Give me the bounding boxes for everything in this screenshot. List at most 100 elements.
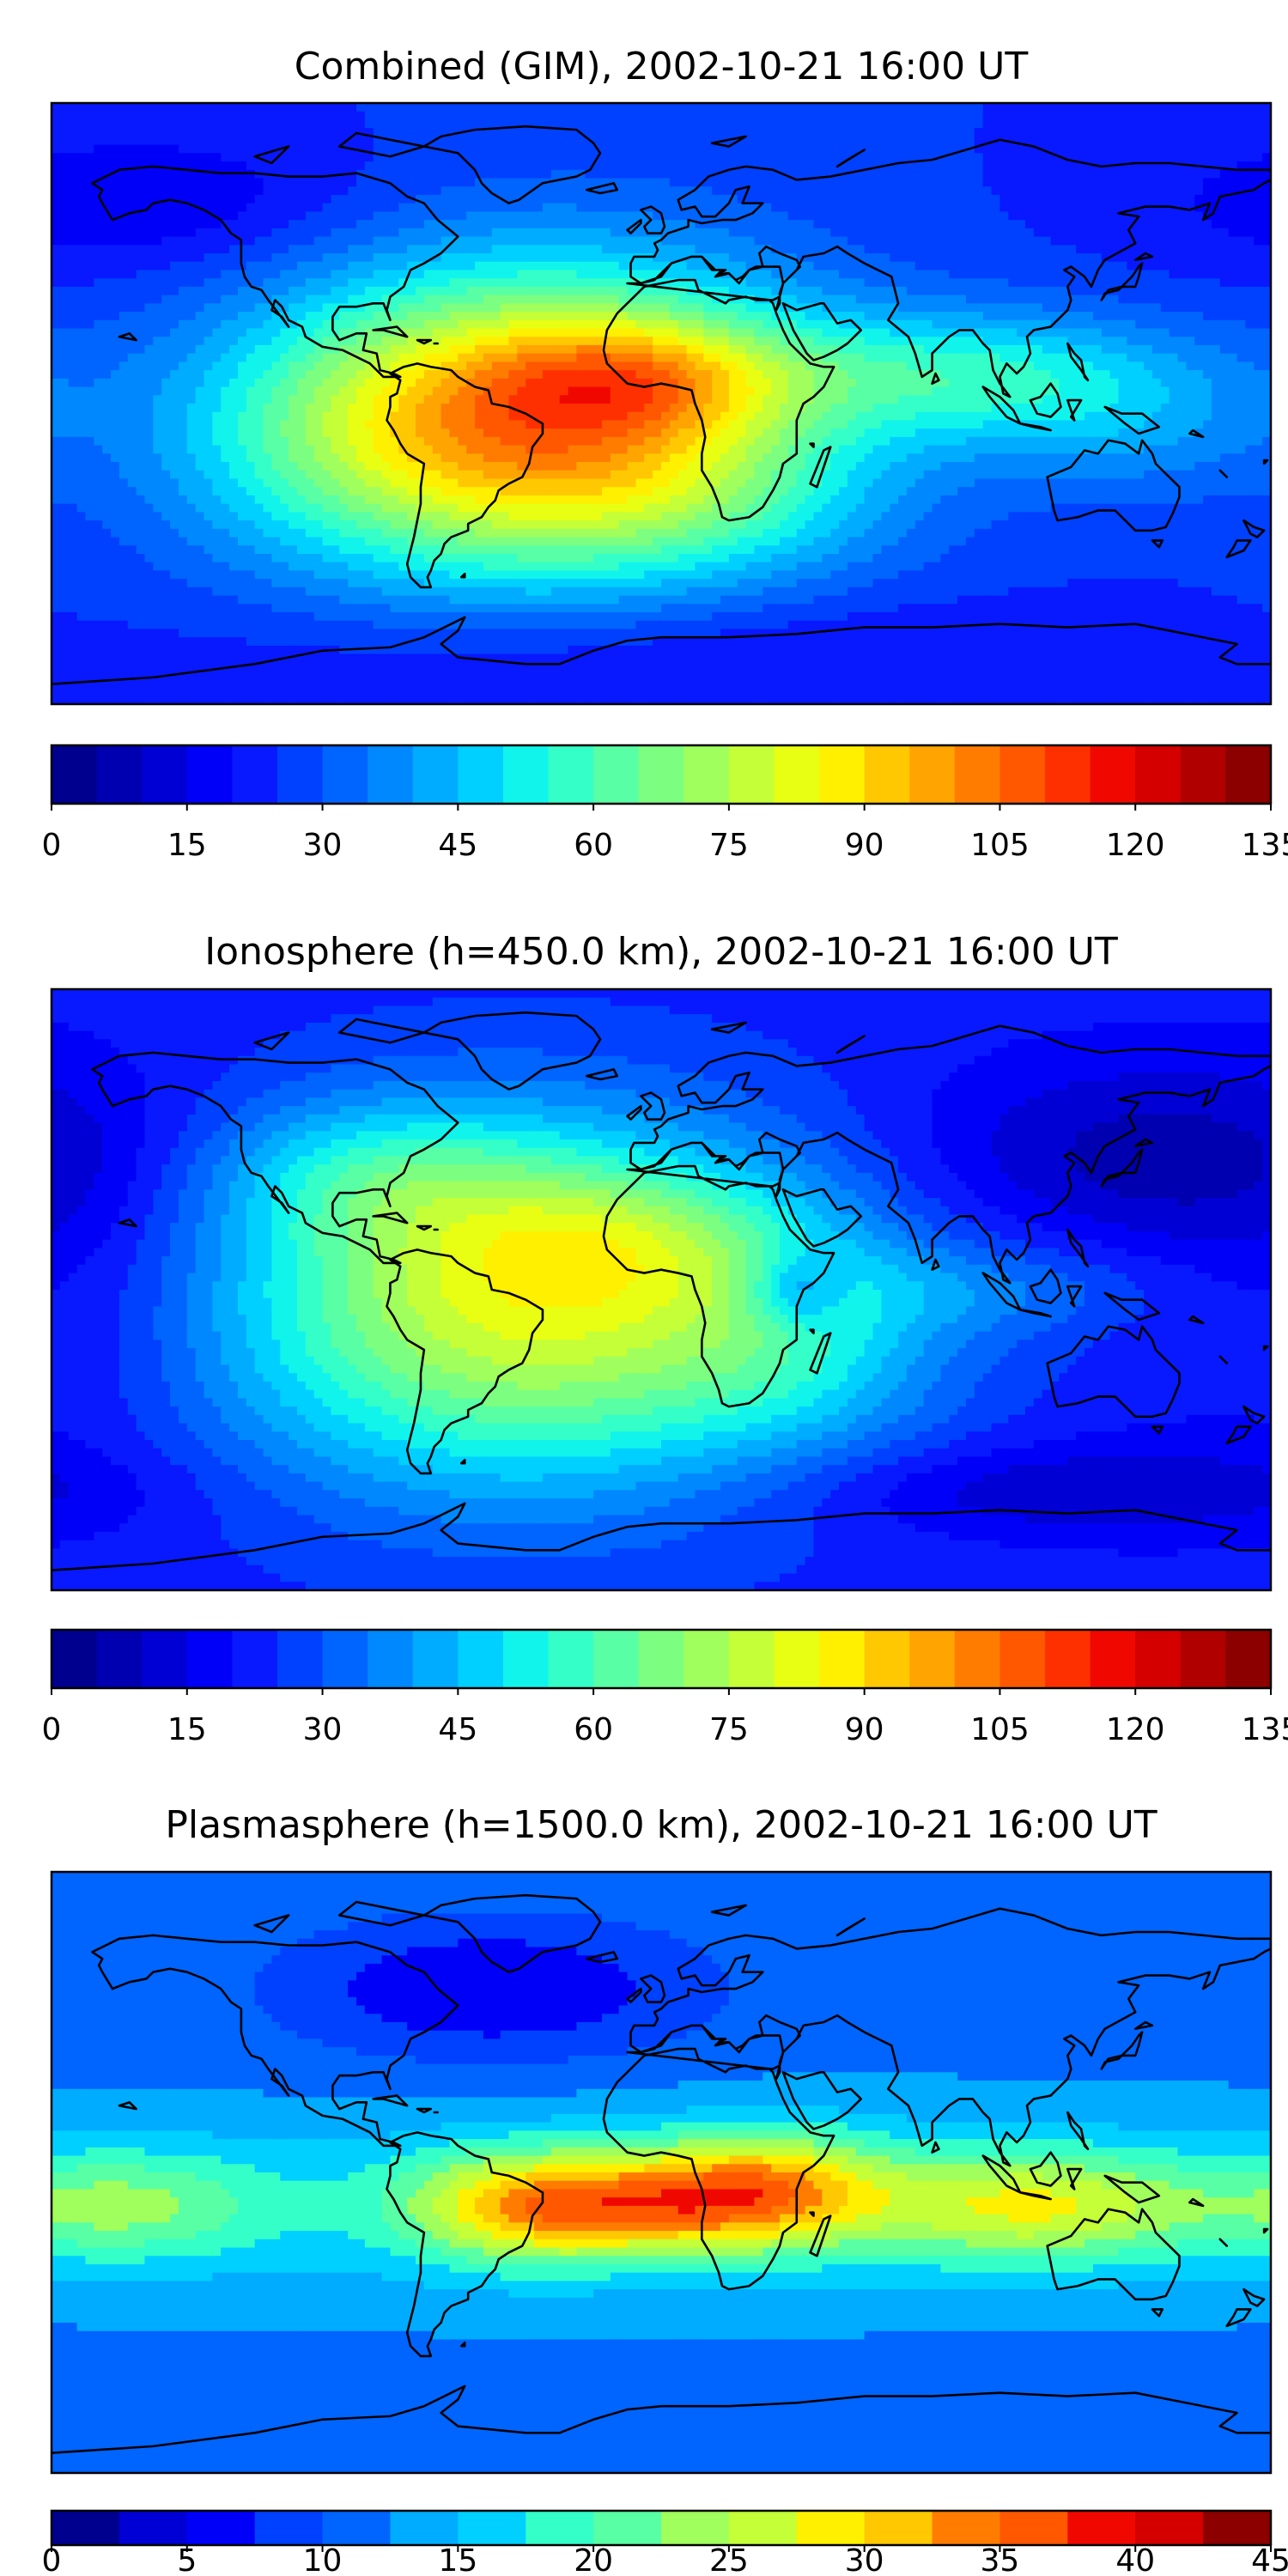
heatmap-cell xyxy=(204,337,213,346)
heatmap-cell xyxy=(483,220,493,229)
heatmap-cell xyxy=(440,361,451,371)
heatmap-cell xyxy=(153,370,162,380)
heatmap-cell xyxy=(68,203,78,212)
heatmap-cell xyxy=(1127,103,1136,112)
heatmap-cell xyxy=(1033,119,1043,129)
heatmap-cell xyxy=(568,370,577,380)
heatmap-cell xyxy=(1101,169,1111,179)
heatmap-cell xyxy=(940,270,950,279)
heatmap-cell xyxy=(1025,136,1035,146)
heatmap-cell xyxy=(313,278,324,288)
heatmap-cell xyxy=(1109,169,1120,179)
heatmap-cell xyxy=(669,261,679,271)
heatmap-cell xyxy=(440,270,451,279)
heatmap-cell xyxy=(237,220,247,229)
heatmap-cell xyxy=(728,303,738,313)
heatmap-cell xyxy=(644,270,653,279)
heatmap-cell xyxy=(127,136,137,146)
heatmap-cell xyxy=(1228,353,1238,362)
heatmap-cell xyxy=(280,194,289,204)
heatmap-cell xyxy=(661,178,671,187)
heatmap-cell xyxy=(483,378,493,388)
heatmap-cell xyxy=(1076,236,1085,246)
heatmap-cell xyxy=(466,136,476,146)
heatmap-cell xyxy=(890,295,899,304)
heatmap-cell xyxy=(1118,278,1127,288)
heatmap-cell xyxy=(1262,144,1271,154)
heatmap-cell xyxy=(364,245,374,254)
heatmap-cell xyxy=(280,278,289,288)
heatmap-cell xyxy=(669,203,679,212)
heatmap-cell xyxy=(830,111,840,121)
heatmap-cell xyxy=(644,337,653,346)
heatmap-cell xyxy=(940,236,950,246)
heatmap-cell xyxy=(949,245,958,254)
heatmap-cell xyxy=(644,111,653,121)
heatmap-cell xyxy=(635,111,645,121)
heatmap-cell xyxy=(585,270,594,279)
heatmap-cell xyxy=(381,270,392,279)
heatmap-cell xyxy=(1050,370,1060,380)
heatmap-cell xyxy=(263,136,272,146)
heatmap-cell xyxy=(585,236,594,246)
heatmap-cell xyxy=(204,111,213,121)
heatmap-cell xyxy=(52,228,61,238)
heatmap-cell xyxy=(449,194,459,204)
heatmap-cell xyxy=(813,144,823,154)
heatmap-cell xyxy=(313,128,324,137)
heatmap-cell xyxy=(221,353,230,362)
heatmap-cell xyxy=(720,211,730,221)
heatmap-cell xyxy=(1109,194,1120,204)
heatmap-cell xyxy=(178,178,188,187)
heatmap-cell xyxy=(576,194,586,204)
heatmap-cell xyxy=(864,270,874,279)
heatmap-cell xyxy=(940,361,950,371)
heatmap-cell xyxy=(195,111,205,121)
heatmap-cell xyxy=(118,128,129,137)
heatmap-cell xyxy=(305,312,315,321)
heatmap-cell xyxy=(787,203,798,212)
heatmap-cell xyxy=(102,319,112,330)
heatmap-cell xyxy=(1211,144,1221,154)
heatmap-cell xyxy=(170,220,179,229)
heatmap-cell xyxy=(1008,361,1018,371)
heatmap-cell xyxy=(186,337,197,346)
heatmap-cell xyxy=(229,103,239,112)
heatmap-cell xyxy=(1118,286,1127,296)
heatmap-cell xyxy=(161,245,171,254)
heatmap-cell xyxy=(1160,111,1170,121)
heatmap-cell xyxy=(1084,144,1094,154)
heatmap-cell xyxy=(898,161,908,171)
heatmap-cell xyxy=(94,312,103,321)
heatmap-cell xyxy=(280,186,289,196)
heatmap-cell xyxy=(737,337,747,346)
heatmap-cell xyxy=(881,253,890,263)
heatmap-cell xyxy=(263,270,272,279)
heatmap-cell xyxy=(822,144,831,154)
heatmap-cell xyxy=(559,161,569,171)
heatmap-cell xyxy=(1169,153,1179,162)
heatmap-cell xyxy=(601,203,611,212)
heatmap-cell xyxy=(1135,328,1145,337)
heatmap-cell xyxy=(458,278,467,288)
heatmap-cell xyxy=(136,153,146,162)
heatmap-cell xyxy=(890,328,899,337)
heatmap-cell xyxy=(416,319,425,330)
heatmap-cell xyxy=(118,144,129,154)
heatmap-cell xyxy=(1127,319,1136,330)
heatmap-cell xyxy=(661,378,671,388)
heatmap-cell xyxy=(280,245,289,254)
heatmap-cell xyxy=(796,295,806,304)
heatmap-cell xyxy=(118,261,129,271)
heatmap-cell xyxy=(237,228,247,238)
heatmap-cell xyxy=(1008,319,1018,330)
heatmap-cell xyxy=(627,328,637,337)
heatmap-cell xyxy=(390,178,399,187)
heatmap-cell xyxy=(1017,253,1026,263)
heatmap-cell xyxy=(508,386,518,396)
heatmap-cell xyxy=(830,178,840,187)
heatmap-cell xyxy=(118,337,129,346)
heatmap-cell xyxy=(703,378,713,388)
heatmap-cell xyxy=(703,386,713,396)
heatmap-cell xyxy=(872,270,882,279)
